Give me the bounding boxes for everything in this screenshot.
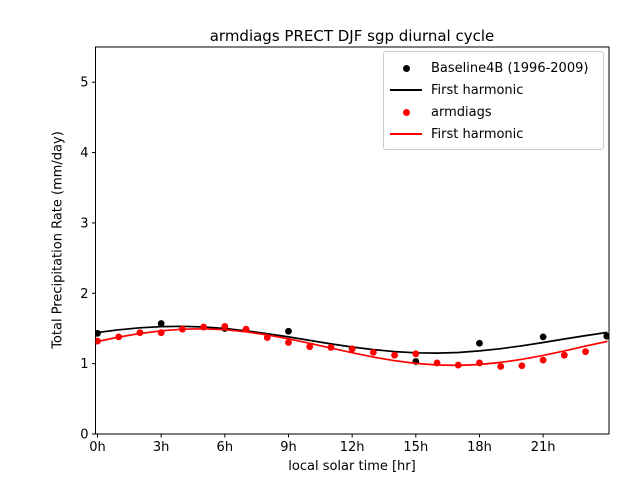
x-tick-label: 18h	[467, 440, 492, 455]
legend-dot-icon	[384, 64, 428, 72]
y-tick-label: 2	[80, 287, 88, 302]
dot-marker-icon	[402, 108, 410, 116]
legend-entry: Baseline4B (1996-2009)	[384, 57, 603, 79]
armdiags-point	[285, 339, 292, 346]
legend-line-icon	[384, 133, 428, 135]
baseline-point	[285, 327, 292, 335]
line-marker-icon	[390, 133, 422, 135]
legend-label: Baseline4B (1996-2009)	[431, 60, 589, 76]
legend-entry: First harmonic	[384, 123, 603, 145]
legend: Baseline4B (1996-2009) First harmonic armd…	[383, 51, 604, 150]
x-tick-label: 12h	[340, 440, 365, 455]
armdiags-point	[497, 363, 505, 370]
armdiags-point	[560, 351, 568, 359]
chart-title: armdiags PRECT DJF sgp diurnal cycle	[209, 27, 495, 45]
x-axis-label: local solar time [hr]	[288, 459, 416, 474]
dot-marker-icon	[402, 64, 410, 72]
line-marker-icon	[390, 89, 422, 91]
x-tick-label: 6h	[217, 440, 234, 455]
armdiags-point	[221, 322, 229, 330]
armdiags-point	[306, 343, 314, 351]
x-tick-label: 3h	[153, 440, 170, 455]
legend-entry: armdiags	[384, 101, 603, 123]
series-group	[95, 320, 609, 370]
legend-dot-icon	[384, 108, 428, 116]
baseline-point	[476, 339, 483, 347]
y-tick-label: 0	[80, 428, 88, 443]
baseline-point	[603, 332, 609, 340]
y-axis-label: Total Precipitation Rate (mm/day)	[50, 131, 66, 349]
armdiags-point	[348, 345, 356, 353]
armdiags-point	[539, 356, 547, 364]
armdiags-point	[582, 348, 589, 356]
y-tick-label: 1	[80, 357, 88, 372]
legend-label: First harmonic	[431, 126, 524, 142]
baseline-point	[539, 333, 547, 341]
x-tick-label: 0h	[89, 440, 106, 455]
y-tick-label: 5	[80, 76, 88, 91]
armdiags-point	[518, 362, 526, 370]
x-tick-label: 15h	[403, 440, 428, 455]
y-tick-label: 3	[80, 216, 88, 231]
x-tick-label: 21h	[531, 440, 556, 455]
armdiags-point	[369, 348, 377, 356]
legend-label: First harmonic	[431, 82, 524, 98]
legend-label: armdiags	[431, 104, 492, 120]
legend-line-icon	[384, 89, 428, 91]
armdiags-harmonic-line	[96, 327, 608, 367]
x-tick-label: 9h	[280, 440, 297, 455]
legend-entry: First harmonic	[384, 79, 603, 101]
baseline-point	[157, 320, 165, 327]
armdiags-point	[412, 350, 420, 358]
y-tick-label: 4	[80, 146, 88, 161]
armdiags-point	[391, 351, 398, 359]
